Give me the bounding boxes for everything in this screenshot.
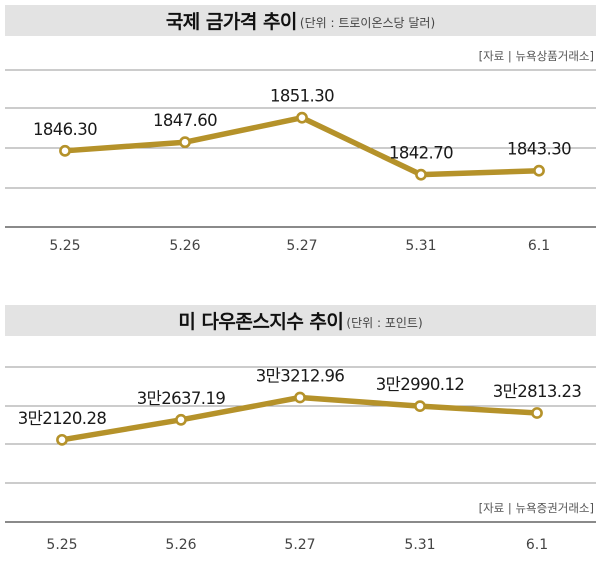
dow-data-point bbox=[531, 407, 543, 419]
dow-data-point bbox=[175, 413, 187, 426]
dow-series-line bbox=[59, 394, 540, 443]
gold-x-tick-label: 5.31 bbox=[405, 238, 436, 254]
dow-data-label: 3만2990.12 bbox=[376, 375, 465, 394]
gold-series-line bbox=[62, 114, 542, 178]
gold-data-point bbox=[59, 144, 71, 157]
dow-x-tick-label: 6.1 bbox=[526, 537, 548, 553]
dow-chart-title-bar: 미 다우존스지수 추이 (단위 : 포인트) bbox=[5, 305, 596, 336]
dow-x-tick-label: 5.25 bbox=[46, 537, 77, 553]
dow-data-label: 3만2637.19 bbox=[137, 389, 226, 408]
gold-x-tick-label: 5.27 bbox=[286, 238, 317, 254]
gold-data-label: 1842.70 bbox=[389, 144, 453, 163]
dow-data-point bbox=[294, 391, 306, 404]
dow-data-point bbox=[414, 400, 426, 413]
gold-data-point bbox=[415, 168, 427, 181]
gold-data-point bbox=[533, 164, 545, 177]
gold-chart-title-bar: 국제 금가격 추이 (단위 : 트로이온스당 달러) bbox=[5, 5, 596, 36]
dow-chart-title: 미 다우존스지수 추이 bbox=[178, 311, 344, 333]
gold-chart-title: 국제 금가격 추이 bbox=[165, 11, 298, 33]
dow-chart-unit: (단위 : 포인트) bbox=[346, 316, 423, 330]
dow-x-tick-label: 5.26 bbox=[165, 537, 196, 553]
gold-x-tick-label: 5.25 bbox=[49, 238, 80, 254]
dow-x-tick-label: 5.31 bbox=[404, 537, 435, 553]
gold-x-tick-label: 5.26 bbox=[169, 238, 200, 254]
gold-chart-unit: (단위 : 트로이온스당 달러) bbox=[299, 16, 436, 30]
dow-data-label: 3만2120.28 bbox=[18, 409, 107, 428]
gold-data-point bbox=[179, 136, 191, 149]
gold-data-label: 1846.30 bbox=[33, 120, 97, 139]
dow-chart-source: [자료 | 뉴욕증권거래소] bbox=[478, 501, 594, 515]
gold-data-label: 1851.30 bbox=[270, 87, 334, 106]
gold-data-label: 1843.30 bbox=[507, 140, 571, 159]
dow-x-tick-label: 5.27 bbox=[284, 537, 315, 553]
gold-x-tick-label: 6.1 bbox=[528, 238, 550, 254]
gold-chart-source: [자료 | 뉴욕상품거래소] bbox=[478, 49, 594, 63]
dow-data-label: 3만3212.96 bbox=[256, 366, 345, 385]
gold-data-point bbox=[296, 111, 308, 124]
dow-data-point bbox=[56, 433, 68, 446]
gold-data-label: 1847.60 bbox=[153, 111, 217, 130]
dow-data-label: 3만2813.23 bbox=[493, 382, 582, 401]
